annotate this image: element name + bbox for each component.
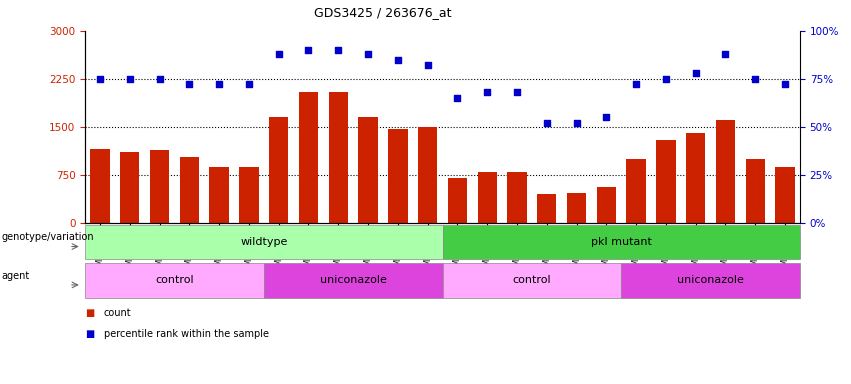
Text: control: control	[155, 275, 194, 285]
Bar	[328, 91, 348, 223]
Point	[242, 81, 255, 88]
Bar	[90, 149, 110, 223]
Point	[718, 51, 732, 57]
Bar	[358, 117, 378, 223]
Text: ■: ■	[85, 329, 94, 339]
Point	[94, 76, 107, 82]
Bar	[239, 167, 259, 223]
Bar	[299, 91, 318, 223]
Text: uniconazole: uniconazole	[677, 275, 744, 285]
Point	[182, 81, 196, 88]
Point	[420, 62, 434, 68]
Bar	[656, 139, 676, 223]
Text: uniconazole: uniconazole	[320, 275, 386, 285]
Point	[599, 114, 613, 120]
Bar	[209, 167, 229, 223]
Text: agent: agent	[2, 271, 30, 281]
Bar	[567, 193, 586, 223]
Text: wildtype: wildtype	[240, 237, 288, 247]
Point	[271, 51, 285, 57]
Bar	[418, 127, 437, 223]
Point	[510, 89, 523, 95]
Text: control: control	[512, 275, 551, 285]
Point	[331, 47, 345, 53]
Point	[361, 51, 374, 57]
Text: ■: ■	[85, 308, 94, 318]
Point	[569, 120, 583, 126]
Text: GDS3425 / 263676_at: GDS3425 / 263676_at	[314, 6, 452, 19]
Point	[688, 70, 702, 76]
Text: percentile rank within the sample: percentile rank within the sample	[104, 329, 269, 339]
Point	[748, 76, 762, 82]
Bar	[775, 167, 795, 223]
Point	[659, 76, 672, 82]
Text: count: count	[104, 308, 131, 318]
Bar	[716, 120, 735, 223]
Bar	[745, 159, 765, 223]
Bar	[388, 129, 408, 223]
Point	[629, 81, 643, 88]
Bar	[120, 152, 140, 223]
Bar	[477, 172, 497, 223]
Bar	[448, 178, 467, 223]
Bar	[686, 133, 705, 223]
Bar	[180, 157, 199, 223]
Point	[212, 81, 226, 88]
Bar	[507, 172, 527, 223]
Bar	[269, 117, 288, 223]
Point	[152, 76, 166, 82]
Point	[540, 120, 553, 126]
Bar	[537, 194, 557, 223]
Point	[480, 89, 494, 95]
Point	[391, 56, 404, 63]
Point	[450, 95, 464, 101]
Text: pkl mutant: pkl mutant	[591, 237, 652, 247]
Point	[778, 81, 791, 88]
Bar	[597, 187, 616, 223]
Bar	[626, 159, 646, 223]
Bar	[150, 151, 169, 223]
Point	[123, 76, 136, 82]
Point	[301, 47, 315, 53]
Text: genotype/variation: genotype/variation	[2, 232, 94, 242]
